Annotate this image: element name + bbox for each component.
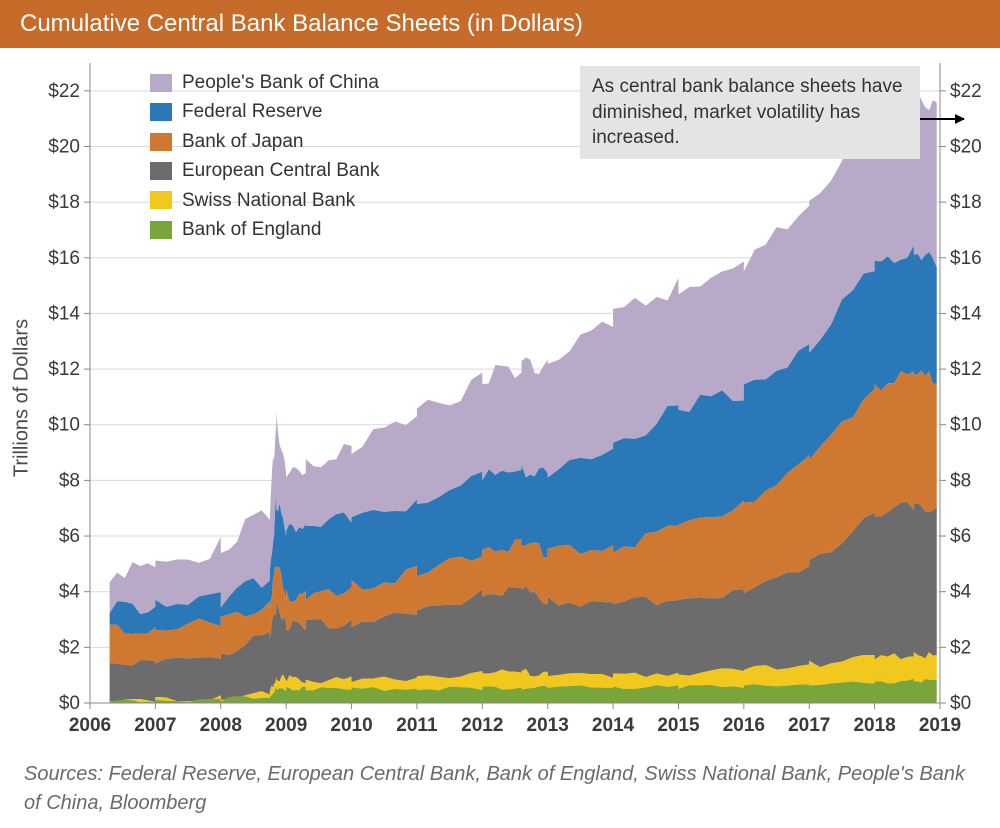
svg-text:$22: $22 [48,81,80,102]
svg-text:$16: $16 [48,248,80,269]
legend-swatch [150,221,172,239]
svg-text:$6: $6 [950,526,971,547]
legend-swatch [150,74,172,92]
legend-label: Bank of Japan [182,127,303,156]
legend: People's Bank of ChinaFederal ReserveBan… [150,68,380,245]
legend-swatch [150,133,172,151]
svg-text:$18: $18 [48,192,80,213]
svg-text:2012: 2012 [461,715,503,736]
annotation-text: As central bank balance sheets have dimi… [592,76,903,148]
legend-swatch [150,162,172,180]
svg-text:$16: $16 [950,248,982,269]
chart-container: Trillions of Dollars People's Bank of Ch… [0,48,1000,748]
svg-text:$8: $8 [59,470,80,491]
svg-text:2008: 2008 [200,715,242,736]
svg-text:2014: 2014 [592,715,635,736]
legend-item: Swiss National Bank [150,186,380,215]
sources-text: Sources: Federal Reserve, European Centr… [0,748,1000,818]
legend-swatch [150,191,172,209]
svg-text:2007: 2007 [134,715,176,736]
svg-text:2011: 2011 [396,715,438,736]
legend-label: European Central Bank [182,156,380,185]
svg-text:$14: $14 [48,303,80,324]
svg-text:$20: $20 [950,136,982,157]
legend-label: Bank of England [182,215,321,244]
legend-item: Federal Reserve [150,97,380,126]
svg-text:$12: $12 [48,359,80,380]
svg-text:$10: $10 [950,415,982,436]
svg-text:$14: $14 [950,303,982,324]
svg-text:2013: 2013 [527,715,569,736]
svg-text:$20: $20 [48,136,80,157]
svg-text:2009: 2009 [265,715,307,736]
legend-item: People's Bank of China [150,68,380,97]
annotation-box: As central bank balance sheets have dimi… [580,66,920,159]
y-axis-label: Trillions of Dollars [10,319,33,477]
legend-item: Bank of England [150,215,380,244]
svg-text:$0: $0 [59,693,80,714]
svg-text:2010: 2010 [330,715,372,736]
svg-text:$10: $10 [48,415,80,436]
svg-text:$12: $12 [950,359,982,380]
svg-text:2006: 2006 [69,715,111,736]
svg-text:$2: $2 [950,637,971,658]
svg-text:$18: $18 [950,192,982,213]
svg-text:$8: $8 [950,470,971,491]
legend-item: European Central Bank [150,156,380,185]
chart-title: Cumulative Central Bank Balance Sheets (… [0,0,1000,48]
legend-swatch [150,103,172,121]
legend-item: Bank of Japan [150,127,380,156]
svg-text:2016: 2016 [723,715,765,736]
legend-label: People's Bank of China [182,68,379,97]
svg-text:2019: 2019 [919,715,961,736]
svg-text:$0: $0 [950,693,971,714]
svg-text:2018: 2018 [853,715,895,736]
svg-text:$22: $22 [950,81,982,102]
svg-text:$6: $6 [59,526,80,547]
svg-text:$2: $2 [59,637,80,658]
annotation-arrow [920,118,964,120]
svg-text:$4: $4 [950,582,972,603]
svg-text:$4: $4 [59,582,81,603]
svg-text:2015: 2015 [657,715,700,736]
legend-label: Federal Reserve [182,97,322,126]
svg-text:2017: 2017 [788,715,830,736]
legend-label: Swiss National Bank [182,186,355,215]
